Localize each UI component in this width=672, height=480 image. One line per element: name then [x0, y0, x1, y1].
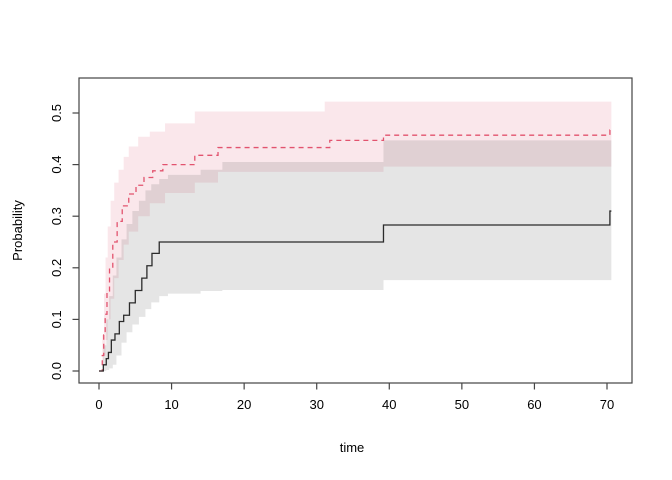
confidence-band-group-2-dashed-red — [99, 101, 612, 371]
x-tick-label: 70 — [600, 397, 614, 412]
y-tick-label: 0.4 — [49, 156, 64, 174]
x-tick-label: 40 — [382, 397, 396, 412]
y-tick-label: 0.5 — [49, 104, 64, 122]
x-tick-label: 20 — [237, 397, 251, 412]
confidence-band-group-1-solid-black — [99, 140, 612, 371]
x-tick-label: 60 — [527, 397, 541, 412]
plot-box — [78, 77, 633, 384]
y-tick-label: 0.3 — [49, 207, 64, 225]
x-tick-label: 30 — [309, 397, 323, 412]
x-tick-label: 0 — [95, 397, 102, 412]
step-curve-group-1-solid-black — [99, 210, 612, 372]
y-tick-label: 0.2 — [49, 259, 64, 277]
x-tick-label: 10 — [164, 397, 178, 412]
x-tick-label: 50 — [455, 397, 469, 412]
y-tick-label: 0.0 — [49, 362, 64, 380]
step-curve-group-2-dashed-red — [99, 129, 612, 372]
y-tick-label: 0.1 — [49, 310, 64, 328]
y-axis-title: Probability — [10, 200, 25, 261]
chart-layers: 0 10 20 30 40 50 60 70 0.0 0.1 0.2 0.3 0.4 0.5 — [49, 77, 633, 412]
x-axis-title: time — [340, 440, 365, 455]
